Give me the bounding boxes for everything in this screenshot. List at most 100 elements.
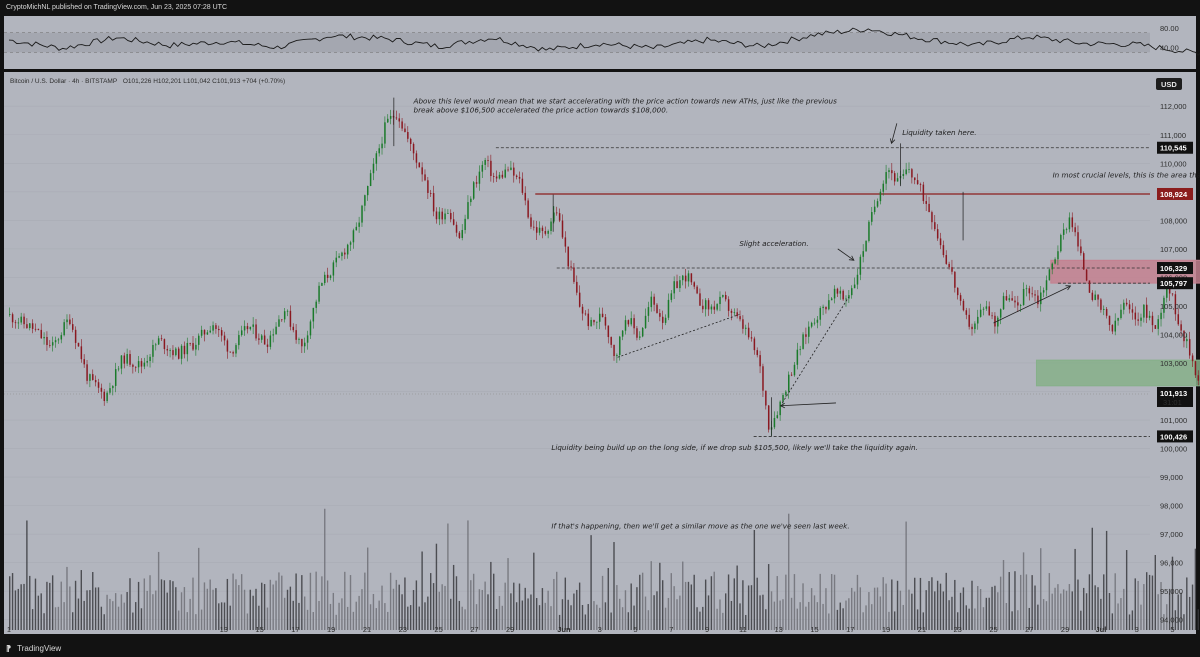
volume-bar [1080,610,1082,630]
candle [948,261,950,270]
arrow-icon[interactable] [889,123,898,145]
candle [702,299,704,313]
volume-bar [1077,579,1079,630]
price-tick-label: 112,000 [1160,102,1187,111]
candle [1143,304,1145,323]
trendline-dashed[interactable] [617,314,740,358]
candle [51,336,54,352]
arrow-icon[interactable] [837,248,855,261]
green-zone[interactable] [1035,359,1200,387]
volume-bar [283,597,286,630]
volume-bar [472,573,475,630]
volume-bar [1031,575,1033,630]
candle [358,216,360,233]
volume-bar [742,580,744,630]
candle [641,327,644,338]
candle [684,268,687,289]
volume-bar [1148,574,1151,630]
candle [653,293,655,312]
time-tick-label: 13 [775,625,783,634]
candle [498,172,501,180]
candle [149,353,151,368]
candle [11,312,14,328]
volume-bar [120,594,123,630]
candle [132,363,134,374]
candle [114,362,117,393]
volume-bar [845,600,847,630]
candle [329,274,332,281]
volume-bar [836,609,839,630]
candle [710,304,713,314]
candle [999,308,1002,325]
volume-bar [902,604,904,630]
volume-bar [175,587,177,630]
volume-bar [146,590,148,630]
time-tick-label: Jun [557,625,571,634]
candle [427,176,429,200]
price-chart[interactable]: 80.00 40.00 Above this level would mean t… [0,16,1200,641]
candle [833,285,836,304]
candle [853,277,856,289]
volume-bar [189,598,191,630]
candle [971,323,973,336]
volume-bar [882,577,884,630]
candle [1011,291,1013,301]
volume-bar [893,611,896,630]
volume-bar [63,602,65,630]
price-tick-label: 104,000 [1160,330,1187,339]
candle [1065,227,1068,234]
volume-bar [23,583,25,630]
price-axis[interactable]: 94,000 95,000 96,000 97,000 98,000 99,000 100,… [1157,102,1193,625]
arrow-icon[interactable] [993,285,1072,324]
candle [564,231,567,253]
candle [619,335,621,361]
level-tag[interactable] [1157,277,1193,290]
level-tag[interactable] [1157,141,1193,154]
volume-bar [117,606,120,630]
candle [23,313,25,329]
time-axis[interactable]: 1 13 15 17 19 21 23 25 27 29 Jun 3 5 7 9 11 13 15 17 19 21 23… [7,625,1200,634]
candle [979,303,982,318]
candle [613,344,615,361]
candle [596,321,598,329]
level-tag-label: 108,924 [1160,190,1188,199]
ann-crucial: In most crucial levels, this is the area… [1053,171,1200,180]
level-tag[interactable] [1157,187,1193,200]
candle [495,170,498,183]
candle [435,207,438,224]
volume-bar [160,579,163,630]
volume-bar [753,530,756,630]
candle [137,356,140,374]
volume-bar [123,602,125,630]
candle [295,324,297,344]
candle [470,196,472,206]
level-tag[interactable] [1157,430,1193,443]
candle [954,271,956,293]
volume-bar [135,602,137,630]
volume-bar [261,582,263,630]
volume-bar [624,590,627,630]
candle [238,330,240,350]
volume-bar [152,594,154,630]
candle [1048,268,1051,281]
candle-countdown: 31:01 [1163,398,1182,407]
candle [218,325,220,338]
candle [1019,303,1022,312]
volume-bar [653,595,655,630]
volume-bar [481,589,483,630]
level-tag[interactable] [1157,262,1193,275]
candle [988,301,990,316]
candle [275,322,277,335]
trendline-dashed[interactable] [781,297,849,404]
candle [478,165,481,191]
current-price-tag[interactable] [1157,386,1193,407]
arrow-icon[interactable] [779,402,837,409]
currency-badge[interactable] [1156,78,1182,90]
volume-bar [344,571,346,630]
volume-bar [169,580,171,630]
candle [799,345,801,356]
candle [753,336,756,355]
candle [922,181,925,205]
candle [1071,212,1074,232]
volume-bar [321,576,323,630]
